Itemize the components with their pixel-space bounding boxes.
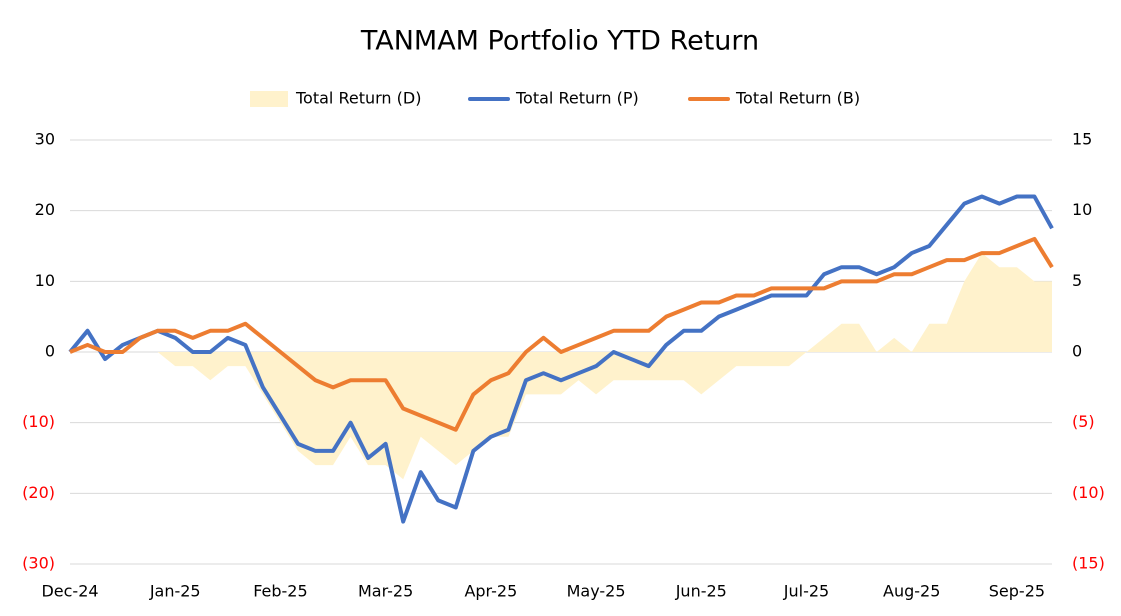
y-tick-label: 20 (35, 200, 55, 219)
chart-title: TANMAM Portfolio YTD Return (360, 26, 759, 57)
x-tick-label: Aug-25 (883, 582, 940, 601)
y2-tick-label: 0 (1072, 342, 1082, 361)
y2-tick-label: 5 (1072, 271, 1082, 290)
y2-tick-label: (5) (1072, 412, 1095, 431)
legend-label: Total Return (P) (515, 89, 639, 108)
line (68, 194, 1054, 524)
y2-tick-label: (15) (1072, 554, 1105, 573)
x-tick-label: Sep-25 (989, 582, 1045, 601)
x-tick-label: Jul-25 (783, 582, 829, 601)
y-tick-label: 0 (45, 342, 55, 361)
legend-label: Total Return (D) (295, 89, 421, 108)
x-tick-label: May-25 (567, 582, 626, 601)
line (69, 236, 1054, 432)
x-tick-label: Mar-25 (358, 582, 413, 601)
y2-tick-label: (10) (1072, 483, 1105, 502)
x-tick-label: Feb-25 (253, 582, 307, 601)
y-tick-label: 30 (35, 130, 55, 149)
y-tick-label: (30) (22, 554, 55, 573)
area (70, 253, 1052, 480)
y2-tick-label: 15 (1072, 130, 1092, 149)
x-tick-label: Jan-25 (149, 582, 201, 601)
legend-swatch (250, 91, 288, 107)
x-tick-label: Apr-25 (464, 582, 517, 601)
y-tick-label: (10) (22, 412, 55, 431)
y-tick-label: 10 (35, 271, 55, 290)
y-tick-label: (20) (22, 483, 55, 502)
x-tick-label: Dec-24 (41, 582, 98, 601)
legend-label: Total Return (B) (735, 89, 860, 108)
y2-tick-label: 10 (1072, 200, 1092, 219)
x-tick-label: Jun-25 (675, 582, 727, 601)
